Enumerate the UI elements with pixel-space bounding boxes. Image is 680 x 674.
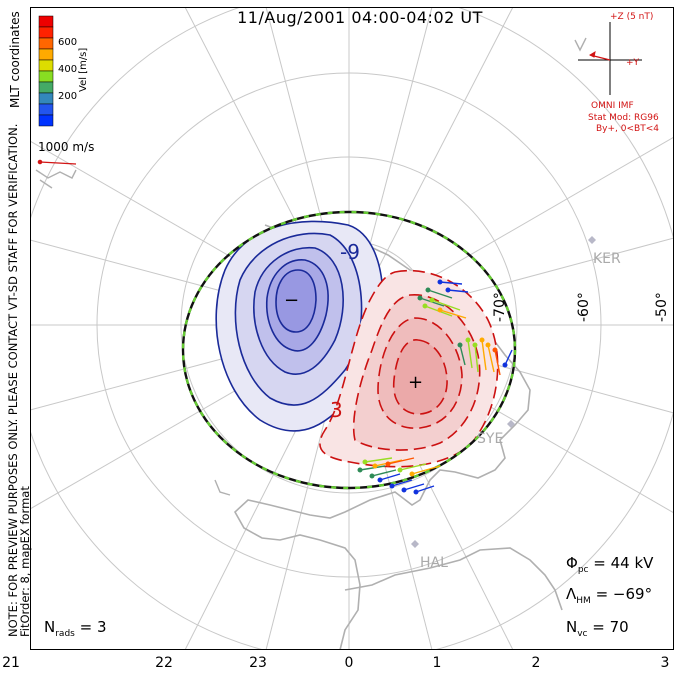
imf-z-label: +Z (5 nT) xyxy=(610,12,654,22)
colorbar-label: Vel [m/s] xyxy=(78,47,89,92)
scale-vector-label: 1000 m/s xyxy=(38,140,95,154)
stat-n-vc: Nvc = 70 xyxy=(566,618,629,639)
stat-lambda-hm: ΛHM = −69° xyxy=(566,585,653,606)
contour-label-positive: 3 xyxy=(330,398,343,422)
mlt-tick-0: 0 xyxy=(344,655,354,671)
mlt-tick-23: 23 xyxy=(249,655,267,671)
colorbar-tick-400: 400 xyxy=(58,64,78,75)
plot-frame xyxy=(30,7,674,650)
imf-y-label: +Y xyxy=(626,58,640,68)
stat-phi-pc: Φpc = 44 kV xyxy=(566,554,654,575)
velocity-vectors xyxy=(357,279,513,495)
stat-n-rads: Nrads = 3 xyxy=(44,618,107,639)
station-hal: HAL xyxy=(420,555,448,571)
latitude-label-50: -50° xyxy=(654,292,670,322)
mlt-tick-2: 2 xyxy=(531,655,541,671)
mlt-tick-1: 1 xyxy=(432,655,442,671)
contour-label-negative: -9 xyxy=(340,240,360,264)
latitude-label-60: -60° xyxy=(576,292,592,322)
coastline-detail xyxy=(35,37,587,496)
positive-cell xyxy=(319,269,499,468)
latitude-label-70: -70° xyxy=(492,292,508,322)
mlt-tick-22: 22 xyxy=(155,655,173,671)
hm-boundary-overlay xyxy=(181,210,517,490)
colorbar-tick-200: 200 xyxy=(58,91,78,102)
fit-order-note: FitOrder: 8, mapEX format xyxy=(18,486,32,637)
station-markers xyxy=(411,236,596,548)
map-title: 11/Aug/2001 04:00-04:02 UT xyxy=(237,8,483,27)
mlt-tick-21: 21 xyxy=(2,655,20,671)
negative-cell xyxy=(215,220,384,432)
colorbar-tick-600: 600 xyxy=(58,37,78,48)
mlt-tick-3: 3 xyxy=(660,655,670,671)
scale-vector xyxy=(37,159,77,165)
station-ker: KER xyxy=(593,251,621,267)
imf-source: OMNI IMF xyxy=(591,101,634,111)
colorbar xyxy=(38,15,54,127)
imf-dial xyxy=(578,22,642,95)
potential-max-marker: + xyxy=(408,372,424,393)
coordinates-label: MLT coordinates xyxy=(8,11,22,108)
station-sye: SYE xyxy=(477,431,504,447)
stat-model: Stat Mod: RG96 xyxy=(588,113,659,123)
potential-min-marker: − xyxy=(284,290,300,311)
imf-condition: By+, 0<BT<4 xyxy=(596,124,659,134)
